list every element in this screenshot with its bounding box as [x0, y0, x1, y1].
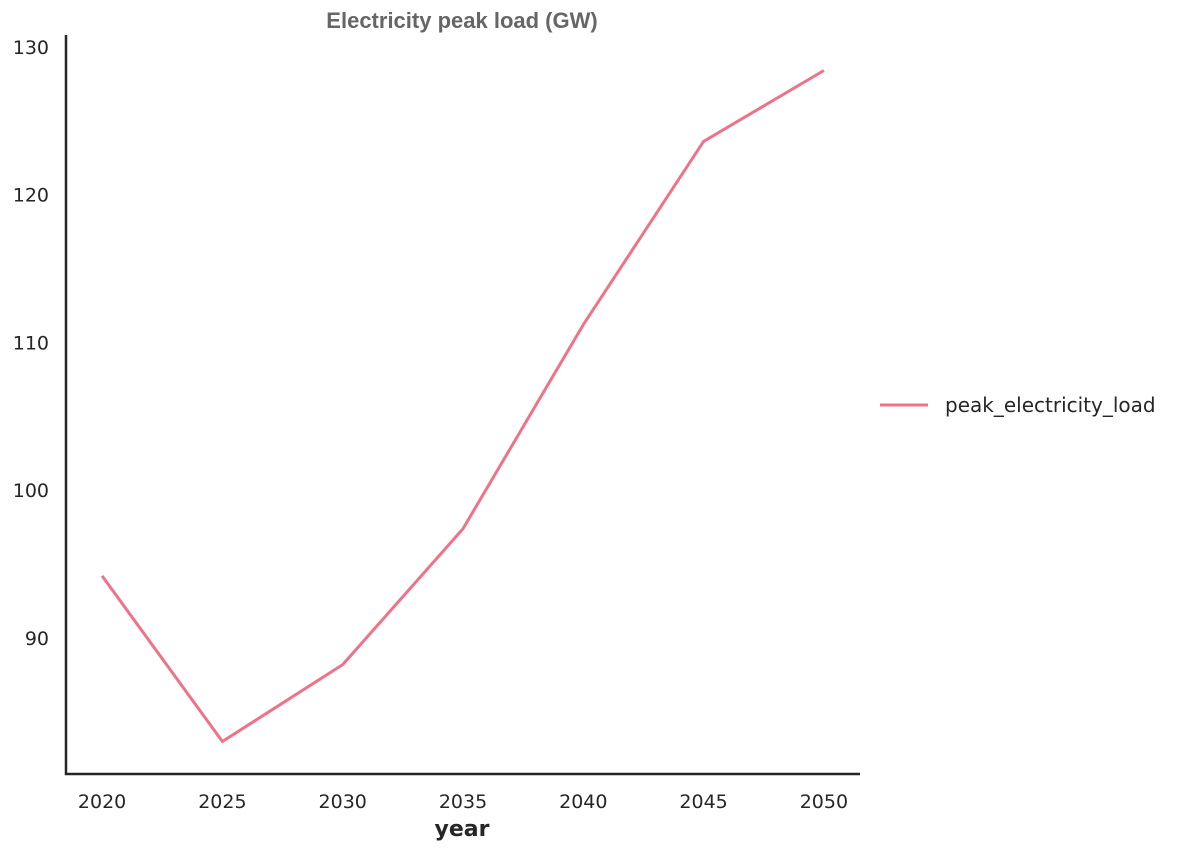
y-tick-label: 120	[13, 185, 49, 207]
series-line	[100, 69, 825, 743]
x-tick-label: 2020	[78, 791, 126, 813]
y-tick-label: 90	[25, 628, 49, 650]
x-tick-label: 2035	[439, 791, 487, 813]
legend: peak_electricity_load	[880, 393, 1156, 417]
legend-label: peak_electricity_load	[945, 393, 1156, 417]
y-axis-ticks: 90 100 110 120 130	[13, 37, 49, 650]
x-tick-label: 2030	[319, 791, 367, 813]
x-tick-label: 2025	[198, 791, 246, 813]
series-group	[100, 69, 825, 743]
x-axis-ticks: 2020 2025 2030 2035 2040 2045 2050	[78, 791, 848, 813]
x-axis-label: year	[435, 817, 490, 842]
x-tick-label: 2050	[800, 791, 848, 813]
chart-title: Electricity peak load (GW)	[326, 8, 597, 33]
y-tick-label: 110	[13, 332, 49, 354]
x-tick-label: 2040	[559, 791, 607, 813]
y-tick-label: 130	[13, 37, 49, 59]
x-tick-label: 2045	[679, 791, 727, 813]
y-tick-label: 100	[13, 480, 49, 502]
